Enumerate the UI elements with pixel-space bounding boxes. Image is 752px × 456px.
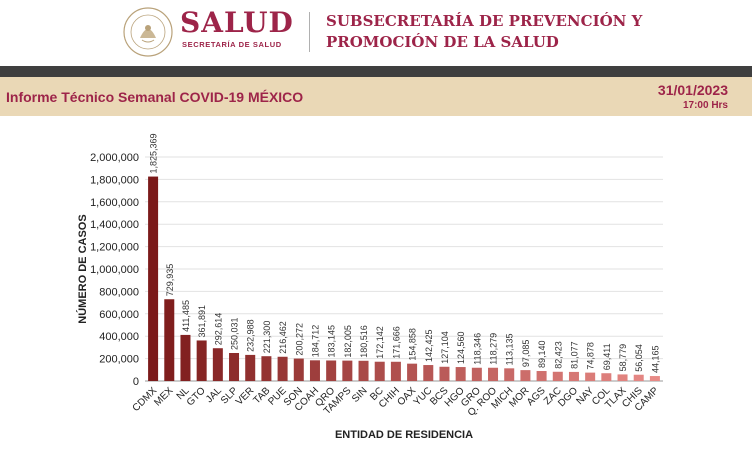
bar-value-label: 182,005 <box>343 325 353 358</box>
bar-hgo <box>455 367 466 381</box>
header: SALUD SECRETARÍA DE SALUD SUBSECRETARÍA … <box>0 0 752 66</box>
bar-sin <box>358 360 369 381</box>
bar-nl <box>180 334 191 381</box>
bar-son <box>293 358 304 381</box>
bar-gto <box>196 340 207 381</box>
y-tick-label: 400,000 <box>99 331 139 343</box>
bar-mor <box>520 370 531 381</box>
bar-value-label: 97,085 <box>521 340 531 368</box>
bar-bc <box>374 361 385 381</box>
bar-value-label: 44,165 <box>650 346 660 374</box>
bar-tab <box>261 356 272 381</box>
bar-value-label: 56,054 <box>634 344 644 372</box>
subsecretaria-title: SUBSECRETARÍA DE PREVENCIÓN Y PROMOCIÓN … <box>326 11 746 53</box>
bar-dgo <box>568 371 579 381</box>
bar-value-label: 292,614 <box>213 313 223 346</box>
header-bar <box>0 66 752 77</box>
y-tick-label: 1,200,000 <box>90 242 139 254</box>
bar-value-label: 216,462 <box>278 321 288 354</box>
brand-name: SALUD <box>180 6 294 39</box>
bar-ver <box>245 354 256 381</box>
bar-yuc <box>423 365 434 381</box>
bar-value-label: 89,140 <box>537 340 547 368</box>
y-axis-title: NÚMERO DE CASOS <box>76 214 89 323</box>
bar-value-label: 361,891 <box>197 305 207 338</box>
y-tick-label: 0 <box>133 376 139 388</box>
subsecretaria-line-2: PROMOCIÓN DE LA SALUD <box>326 33 559 51</box>
bar-chih <box>390 361 401 381</box>
bar-bcs <box>439 366 450 381</box>
mexico-seal-icon <box>123 7 173 57</box>
bar-value-label: 118,346 <box>472 333 482 365</box>
bar-gro <box>471 367 482 381</box>
bar-value-label: 411,485 <box>181 300 191 332</box>
bar-value-label: 113,135 <box>505 333 515 365</box>
bar-value-label: 184,712 <box>310 325 320 358</box>
bar-nay <box>585 372 596 381</box>
bar-coah <box>309 360 320 381</box>
y-tick-label: 1,000,000 <box>90 264 139 276</box>
bar-value-label: 154,858 <box>408 328 418 361</box>
bar-mich <box>504 368 515 381</box>
y-tick-label: 2,000,000 <box>90 152 139 164</box>
bar-tamps <box>342 360 353 381</box>
bar-value-label: 180,516 <box>359 325 369 358</box>
bar-q-roo <box>488 367 499 381</box>
bar-value-label: 171,666 <box>391 326 401 359</box>
bar-tlax <box>617 374 628 381</box>
bar-pue <box>277 356 288 381</box>
y-tick-label: 1,800,000 <box>90 174 139 186</box>
bar-zac <box>552 371 563 381</box>
bar-jal <box>212 348 223 381</box>
report-band: Informe Técnico Semanal COVID-19 MÉXICO … <box>0 77 752 116</box>
bar-value-label: 127,104 <box>440 331 450 364</box>
y-tick-label: 800,000 <box>99 286 139 298</box>
y-tick-label: 1,600,000 <box>90 197 139 209</box>
brand-subtitle: SECRETARÍA DE SALUD <box>182 40 282 49</box>
report-title: Informe Técnico Semanal COVID-19 MÉXICO <box>6 89 304 105</box>
bar-value-label: 221,300 <box>262 321 272 354</box>
y-tick-label: 600,000 <box>99 309 139 321</box>
bar-col <box>601 373 612 381</box>
bar-qro <box>326 360 337 381</box>
bar-cdmx <box>148 176 159 381</box>
bar-value-label: 58,779 <box>618 344 628 372</box>
bar-camp <box>649 376 660 381</box>
bar-value-label: 172,142 <box>375 326 385 359</box>
bar-slp <box>229 352 240 381</box>
bar-value-label: 82,423 <box>553 341 563 369</box>
x-tick-label: SIN <box>350 385 370 405</box>
x-axis-title: ENTIDAD DE RESIDENCIA <box>335 429 473 441</box>
bar-value-label: 729,935 <box>165 264 175 297</box>
report-time: 17:00 Hrs <box>682 100 728 111</box>
x-tick-label: MEX <box>152 385 175 408</box>
bar-oax <box>407 363 418 381</box>
bar-value-label: 232,988 <box>246 319 256 352</box>
bar-value-label: 200,272 <box>294 323 304 356</box>
y-tick-label: 200,000 <box>99 354 139 366</box>
bar-ags <box>536 371 547 381</box>
bar-value-label: 124,560 <box>456 332 466 365</box>
cases-bar-chart: 0 200,000 400,000 600,000 800,000 1,000,000 1,… <box>76 134 663 441</box>
bar-value-label: 81,077 <box>569 341 579 369</box>
y-tick-label: 1,400,000 <box>90 219 139 231</box>
bar-chis <box>633 374 644 381</box>
bar-value-label: 183,145 <box>327 325 337 358</box>
bar-value-label: 1,825,369 <box>149 134 159 174</box>
header-divider <box>309 12 310 52</box>
subsecretaria-line-1: SUBSECRETARÍA DE PREVENCIÓN Y <box>326 12 643 30</box>
bar-value-label: 250,031 <box>230 317 240 350</box>
bar-value-label: 69,411 <box>602 343 612 370</box>
bar-value-label: 142,425 <box>424 330 434 363</box>
bar-value-label: 118,279 <box>489 333 499 365</box>
bar-mex <box>164 299 175 381</box>
report-date: 31/01/2023 <box>657 82 728 98</box>
bar-value-label: 74,878 <box>586 342 596 370</box>
